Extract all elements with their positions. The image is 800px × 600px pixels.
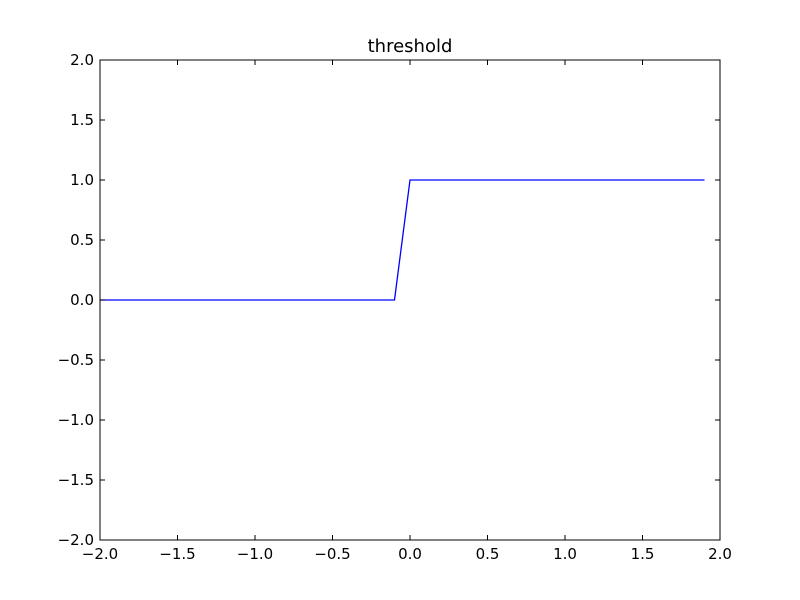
y-tick-label: −2.0: [58, 531, 94, 549]
tick-labels: −2.0 −1.5 −1.0 −0.5 0.0 0.5 1.0 1.5 2.0 −2.0 −1.5 −…: [58, 51, 732, 563]
x-tick-label: −2.0: [82, 545, 118, 563]
y-tick-label: 0.0: [70, 291, 94, 309]
x-tick-label: 1.5: [631, 545, 655, 563]
y-tick-label: −1.5: [58, 471, 94, 489]
x-tick-label: −1.0: [237, 545, 273, 563]
x-tick-label: −0.5: [314, 545, 350, 563]
y-tick-label: −0.5: [58, 351, 94, 369]
x-tick-label: −1.5: [159, 545, 195, 563]
y-tick-label: −1.0: [58, 411, 94, 429]
axis-ticks: [99, 59, 721, 541]
y-tick-label: 2.0: [70, 51, 94, 69]
y-tick-label: 0.5: [70, 231, 94, 249]
series-line-0: [100, 179, 705, 301]
y-tick-label: 1.0: [70, 171, 94, 189]
x-tick-label: 0.5: [476, 545, 500, 563]
plot-area: [99, 59, 721, 541]
y-tick-label: 1.5: [70, 111, 94, 129]
x-tick-label: 1.0: [553, 545, 577, 563]
chart-title: threshold: [368, 36, 453, 57]
x-tick-label: 2.0: [708, 545, 732, 563]
x-tick-label: 0.0: [398, 545, 422, 563]
